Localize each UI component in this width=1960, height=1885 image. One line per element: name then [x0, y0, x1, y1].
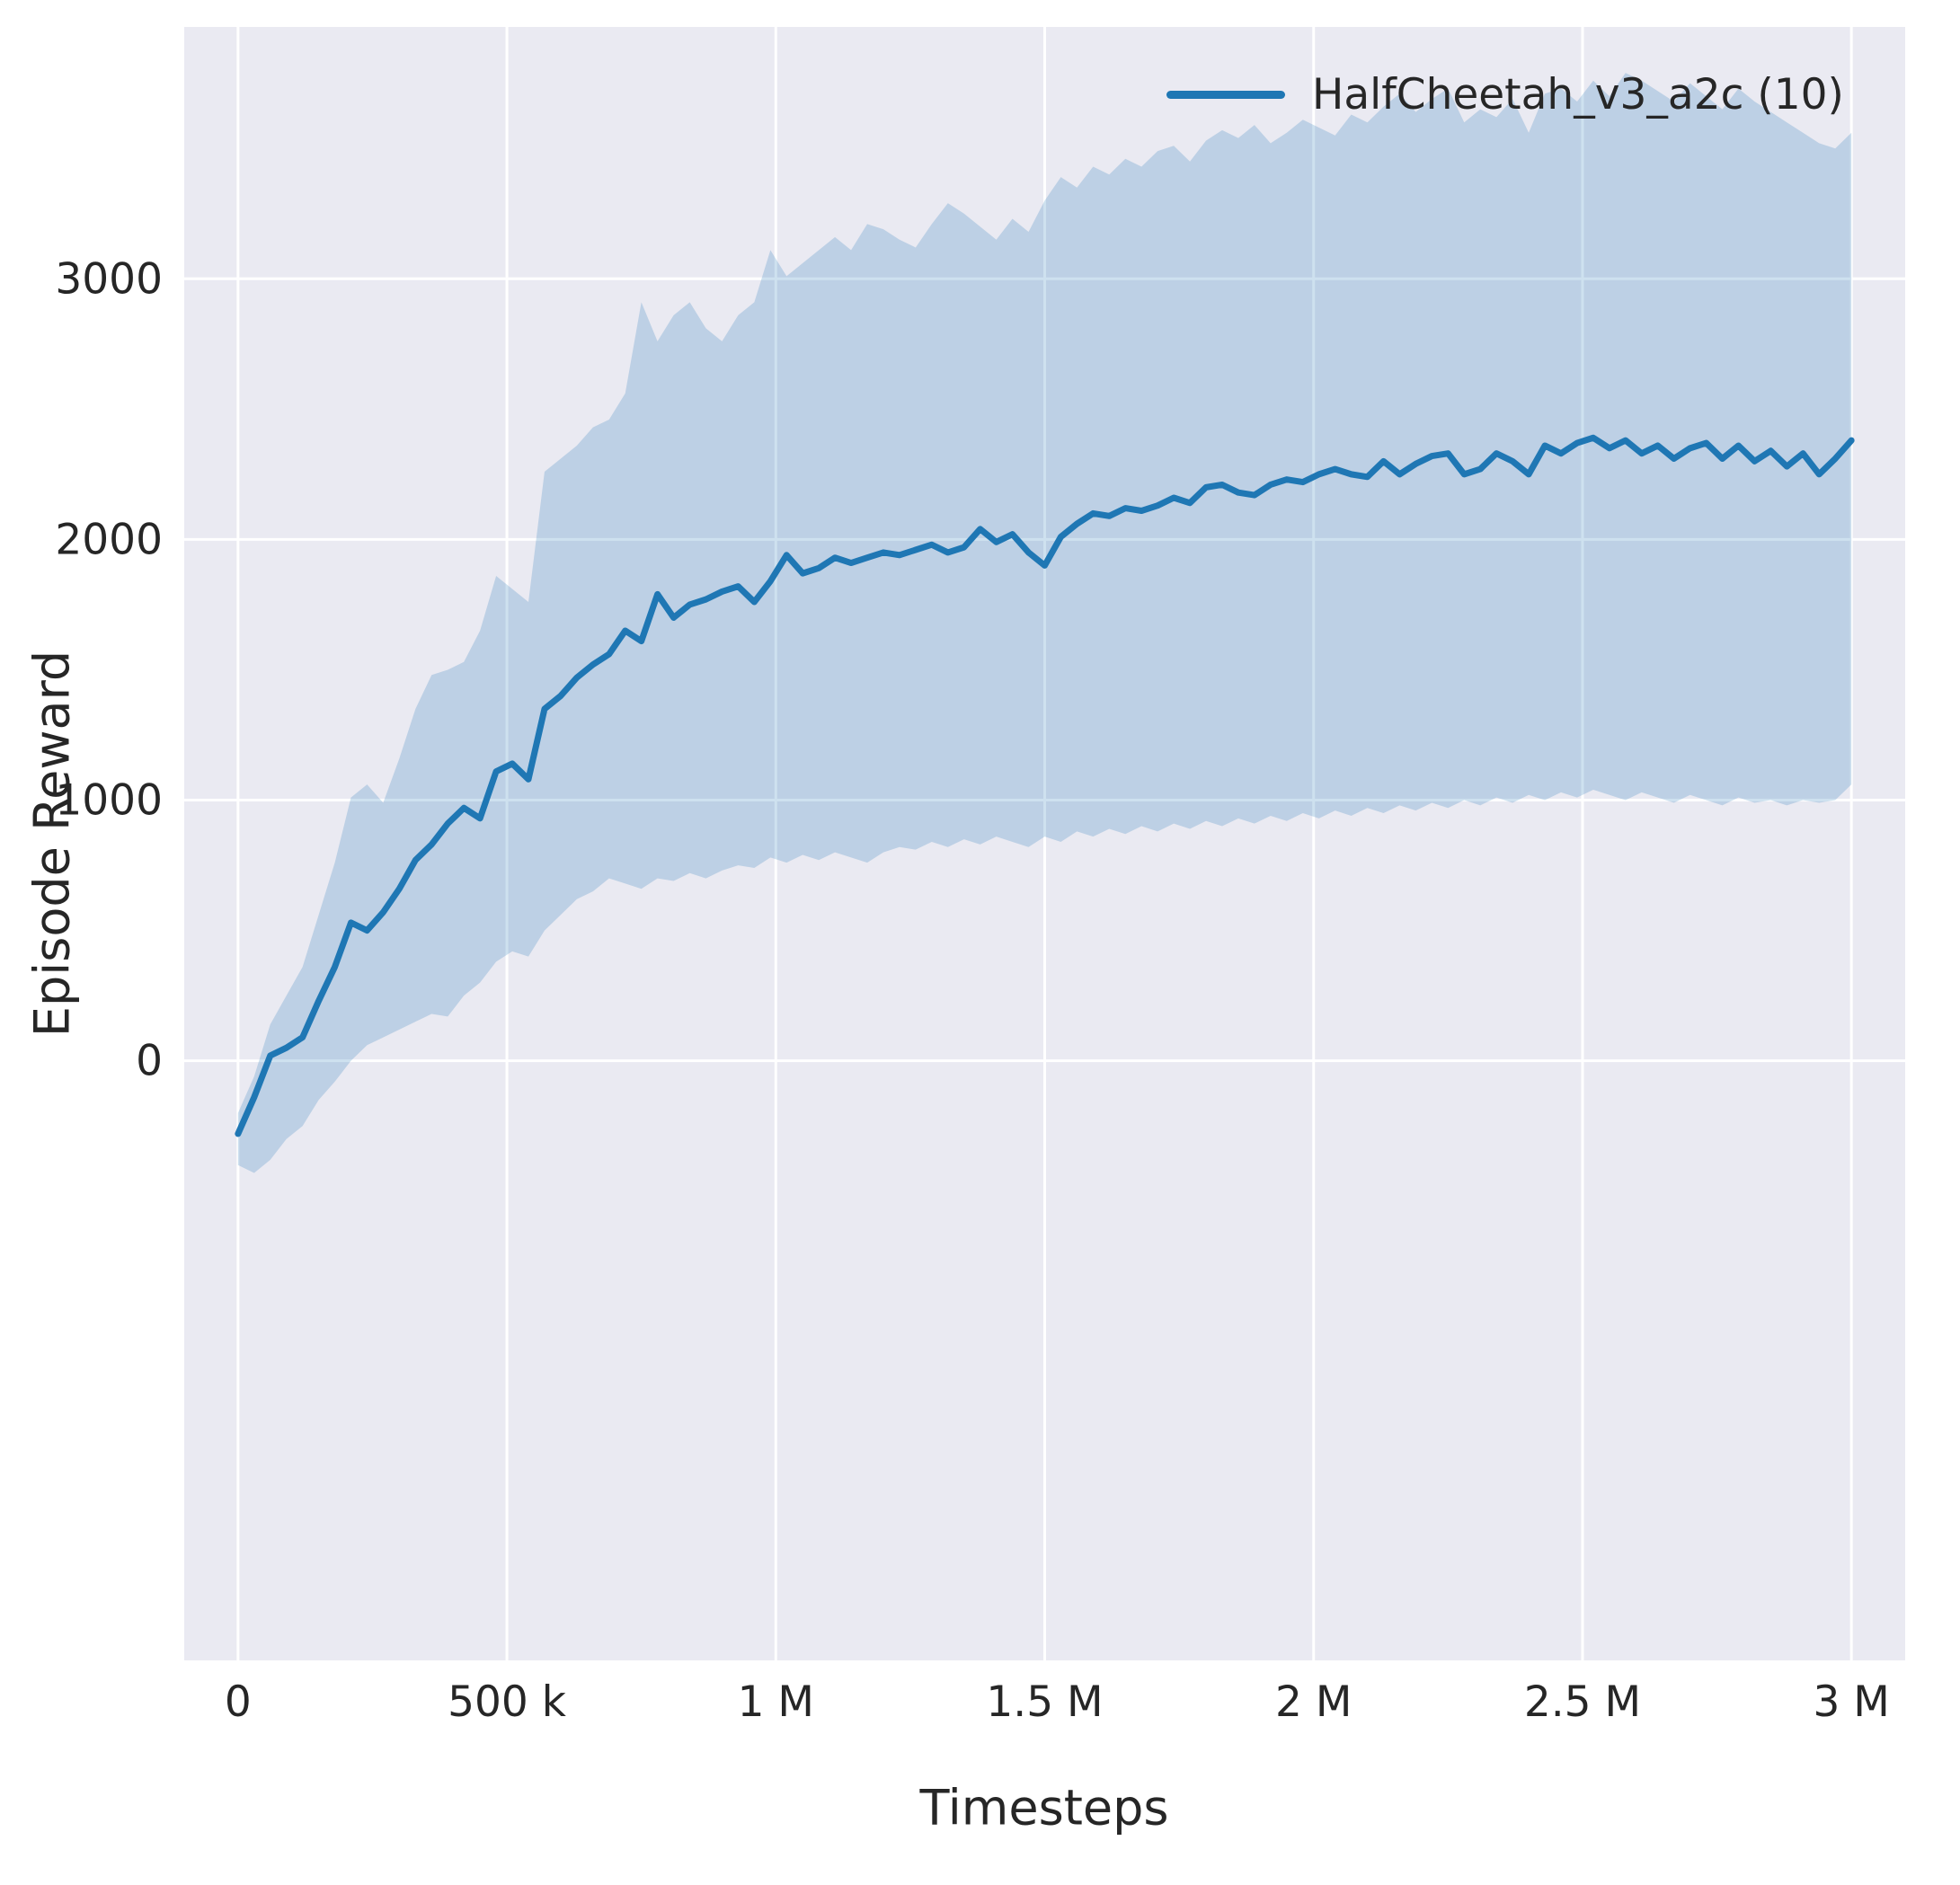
- x-axis-label: Timesteps: [919, 1779, 1169, 1836]
- x-tick-label: 500 k: [448, 1677, 567, 1727]
- x-tick-label: 3 M: [1813, 1677, 1889, 1727]
- y-tick-label: 0: [136, 1037, 163, 1086]
- x-tick-label: 0: [225, 1677, 252, 1727]
- x-tick-label: 2 M: [1275, 1677, 1352, 1727]
- legend-label: HalfCheetah_v3_a2c (10): [1312, 70, 1844, 119]
- x-tick-label: 1.5 M: [986, 1677, 1103, 1727]
- x-tick-label: 2.5 M: [1524, 1677, 1641, 1727]
- legend-line-swatch: [1166, 91, 1285, 99]
- reward-confidence-band: [237, 73, 1852, 1173]
- y-tick-label: 3000: [55, 254, 163, 304]
- y-tick-label: 1000: [55, 776, 163, 826]
- y-tick-label: 2000: [55, 515, 163, 564]
- x-tick-label: 1 M: [738, 1677, 814, 1727]
- legend: HalfCheetah_v3_a2c (10): [1166, 70, 1844, 119]
- y-axis-label: Episode Reward: [23, 650, 81, 1038]
- reward-mean-line: [235, 434, 1855, 1137]
